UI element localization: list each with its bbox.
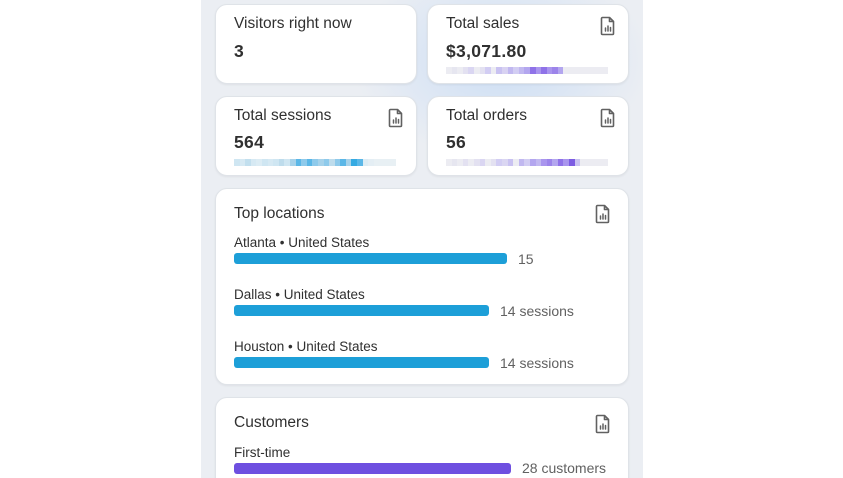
report-document-icon[interactable] — [595, 204, 611, 224]
report-document-icon[interactable] — [388, 108, 404, 128]
report-document-icon[interactable] — [600, 16, 616, 36]
report-document-icon[interactable] — [600, 108, 616, 128]
total-orders-value: 56 — [446, 132, 467, 152]
sales-sparkline — [446, 67, 609, 74]
visitors-value: 3 — [234, 41, 245, 61]
location-label-atlanta: Atlanta • United States — [234, 235, 370, 250]
location-value-houston: 14 sessions — [500, 355, 574, 371]
top-locations-title: Top locations — [234, 205, 325, 222]
analytics-panel: Visitors right now 3 Total sales $3,071.… — [201, 0, 643, 478]
location-bar-houston — [234, 357, 489, 368]
visitors-card[interactable]: Visitors right now 3 — [215, 4, 417, 84]
sessions-sparkline — [234, 159, 397, 166]
location-value-atlanta: 15 — [518, 251, 534, 267]
customers-card[interactable]: Customers First-time 28 customers — [215, 397, 629, 478]
top-locations-card[interactable]: Top locations Atlanta • United States 15… — [215, 188, 629, 385]
report-document-icon[interactable] — [595, 414, 611, 434]
total-sales-card[interactable]: Total sales $3,071.80 — [427, 4, 629, 84]
total-sessions-title: Total sessions — [234, 107, 332, 124]
location-bar-dallas — [234, 305, 489, 316]
total-orders-card[interactable]: Total orders 56 — [427, 96, 629, 176]
total-sales-value: $3,071.80 — [446, 41, 527, 61]
total-sessions-card[interactable]: Total sessions 564 — [215, 96, 417, 176]
customer-bar-first-time — [234, 463, 511, 474]
orders-sparkline — [446, 159, 609, 166]
customer-label-first-time: First-time — [234, 445, 291, 460]
location-label-houston: Houston • United States — [234, 339, 378, 354]
total-sessions-value: 564 — [234, 132, 265, 152]
customer-value-first-time: 28 customers — [522, 460, 607, 476]
total-sales-title: Total sales — [446, 15, 520, 32]
total-orders-title: Total orders — [446, 107, 527, 124]
location-value-dallas: 14 sessions — [500, 303, 574, 319]
location-label-dallas: Dallas • United States — [234, 287, 365, 302]
visitors-title: Visitors right now — [234, 15, 352, 32]
location-bar-atlanta — [234, 253, 507, 264]
customers-title: Customers — [234, 414, 309, 431]
